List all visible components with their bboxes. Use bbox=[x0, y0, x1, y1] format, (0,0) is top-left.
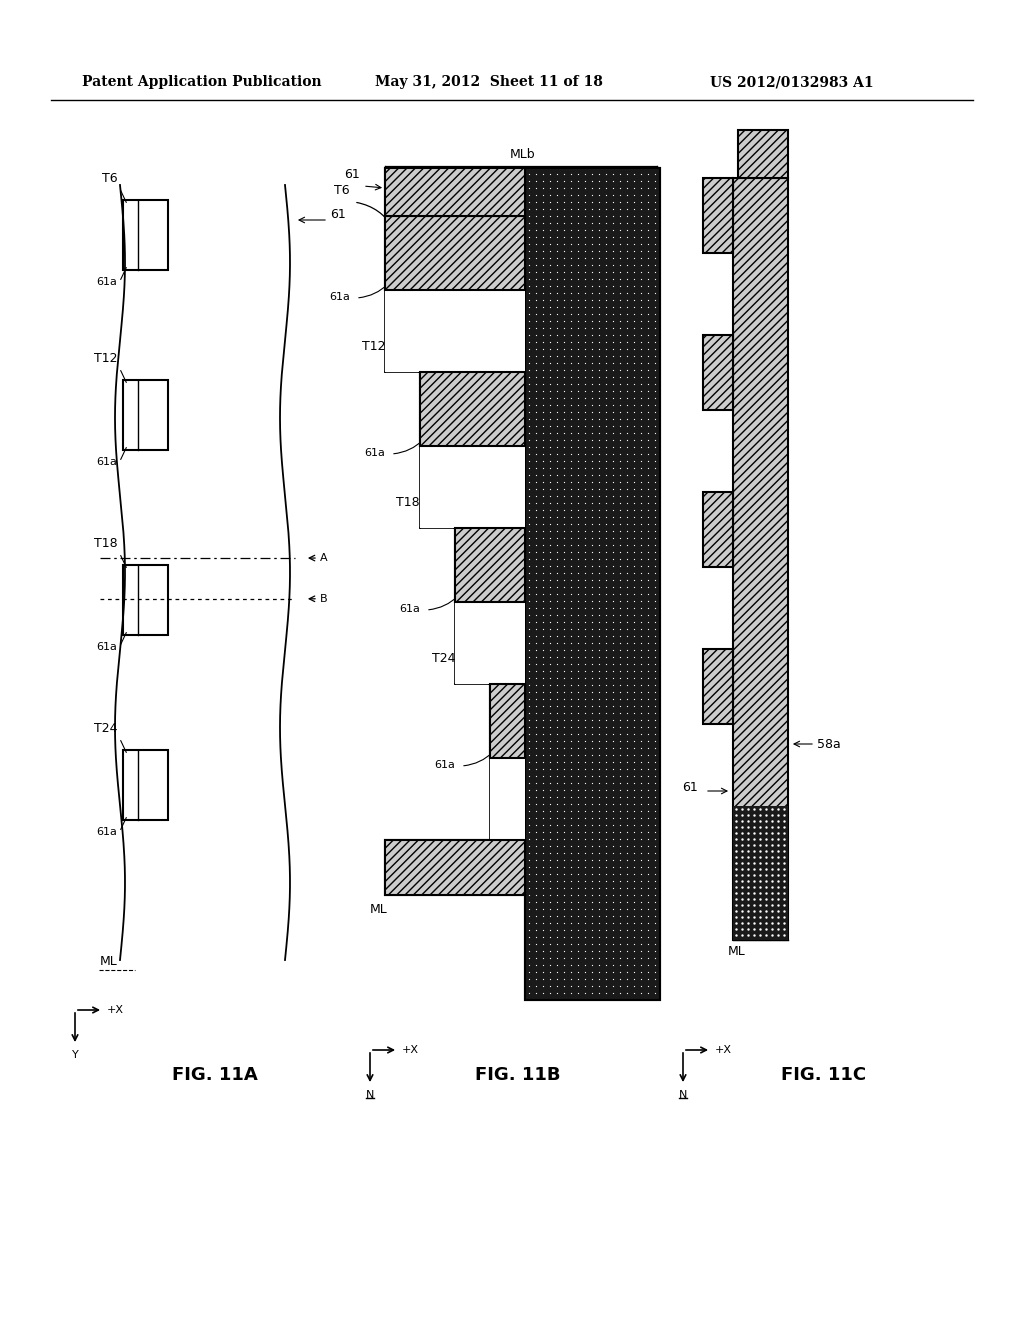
Text: 61: 61 bbox=[682, 781, 698, 795]
Text: T6: T6 bbox=[335, 183, 350, 197]
Bar bbox=[420, 372, 525, 446]
Bar bbox=[385, 840, 525, 895]
Text: B: B bbox=[319, 594, 328, 603]
Bar bbox=[123, 380, 168, 450]
Text: ML: ML bbox=[370, 903, 388, 916]
Bar bbox=[733, 178, 788, 940]
Text: T18: T18 bbox=[396, 496, 420, 510]
Text: FIG. 11B: FIG. 11B bbox=[475, 1067, 560, 1084]
Bar bbox=[703, 335, 733, 411]
Bar bbox=[525, 168, 660, 1001]
Bar bbox=[455, 602, 490, 684]
Bar bbox=[703, 335, 733, 411]
Bar bbox=[385, 290, 525, 372]
Bar bbox=[385, 840, 525, 895]
Bar bbox=[490, 684, 525, 758]
Text: +X: +X bbox=[715, 1045, 732, 1055]
Bar bbox=[455, 528, 525, 602]
Text: A: A bbox=[319, 553, 328, 564]
Bar bbox=[385, 840, 525, 895]
Bar bbox=[455, 528, 525, 602]
Text: N: N bbox=[679, 1090, 687, 1100]
Text: 61a: 61a bbox=[365, 447, 385, 458]
Bar bbox=[455, 602, 525, 684]
Bar bbox=[420, 372, 525, 446]
Text: T12: T12 bbox=[94, 352, 118, 366]
Bar bbox=[420, 290, 525, 372]
Bar bbox=[455, 446, 525, 528]
Bar bbox=[385, 168, 525, 216]
Text: T18: T18 bbox=[94, 537, 118, 550]
Text: US 2012/0132983 A1: US 2012/0132983 A1 bbox=[710, 75, 873, 88]
Bar bbox=[733, 807, 788, 940]
Text: 61a: 61a bbox=[329, 292, 350, 302]
Bar bbox=[385, 216, 525, 290]
Bar bbox=[703, 492, 733, 568]
Bar bbox=[703, 649, 733, 723]
Text: 61: 61 bbox=[330, 209, 346, 222]
Text: 61a: 61a bbox=[96, 828, 118, 837]
Text: ML: ML bbox=[728, 945, 745, 958]
Text: Patent Application Publication: Patent Application Publication bbox=[82, 75, 322, 88]
Text: +X: +X bbox=[106, 1005, 124, 1015]
Text: FIG. 11C: FIG. 11C bbox=[781, 1067, 866, 1084]
Bar bbox=[703, 492, 733, 568]
Text: 61a: 61a bbox=[434, 760, 455, 770]
Text: 61a: 61a bbox=[96, 642, 118, 652]
Bar bbox=[420, 446, 455, 528]
Text: T6: T6 bbox=[101, 172, 118, 185]
Text: T12: T12 bbox=[361, 341, 385, 352]
Text: 61a: 61a bbox=[96, 277, 118, 286]
Bar bbox=[385, 168, 525, 216]
Bar bbox=[738, 129, 788, 178]
Bar bbox=[703, 649, 733, 723]
Text: May 31, 2012  Sheet 11 of 18: May 31, 2012 Sheet 11 of 18 bbox=[375, 75, 603, 88]
Bar bbox=[123, 565, 168, 635]
Bar bbox=[385, 840, 525, 895]
Text: FIG. 11A: FIG. 11A bbox=[172, 1067, 258, 1084]
Bar bbox=[123, 750, 168, 820]
Bar bbox=[385, 216, 525, 290]
Bar bbox=[420, 372, 525, 446]
Bar bbox=[738, 129, 788, 178]
Bar bbox=[490, 684, 525, 758]
Text: 61a: 61a bbox=[96, 457, 118, 467]
Bar bbox=[490, 758, 525, 840]
Bar bbox=[525, 168, 660, 1001]
Text: 58a: 58a bbox=[817, 738, 841, 751]
Bar bbox=[733, 178, 788, 940]
Bar bbox=[385, 168, 525, 216]
Bar bbox=[490, 602, 525, 684]
Text: +X: +X bbox=[402, 1045, 419, 1055]
Bar bbox=[703, 178, 733, 253]
Bar bbox=[490, 684, 525, 758]
Bar bbox=[703, 178, 733, 253]
Bar bbox=[420, 446, 525, 528]
Text: T24: T24 bbox=[431, 652, 455, 665]
Text: MLb: MLb bbox=[510, 148, 536, 161]
Bar bbox=[385, 216, 525, 290]
Bar bbox=[123, 201, 168, 271]
Text: T24: T24 bbox=[94, 722, 118, 735]
Text: N: N bbox=[366, 1090, 374, 1100]
Text: Y: Y bbox=[72, 1049, 79, 1060]
Text: 61: 61 bbox=[344, 168, 360, 181]
Bar bbox=[455, 528, 525, 602]
Bar bbox=[385, 290, 420, 372]
Bar bbox=[385, 216, 525, 290]
Text: ML: ML bbox=[100, 954, 118, 968]
Text: 61a: 61a bbox=[399, 605, 420, 614]
Bar bbox=[420, 372, 525, 446]
Bar bbox=[385, 168, 525, 216]
Bar bbox=[490, 684, 525, 758]
Bar bbox=[455, 528, 525, 602]
